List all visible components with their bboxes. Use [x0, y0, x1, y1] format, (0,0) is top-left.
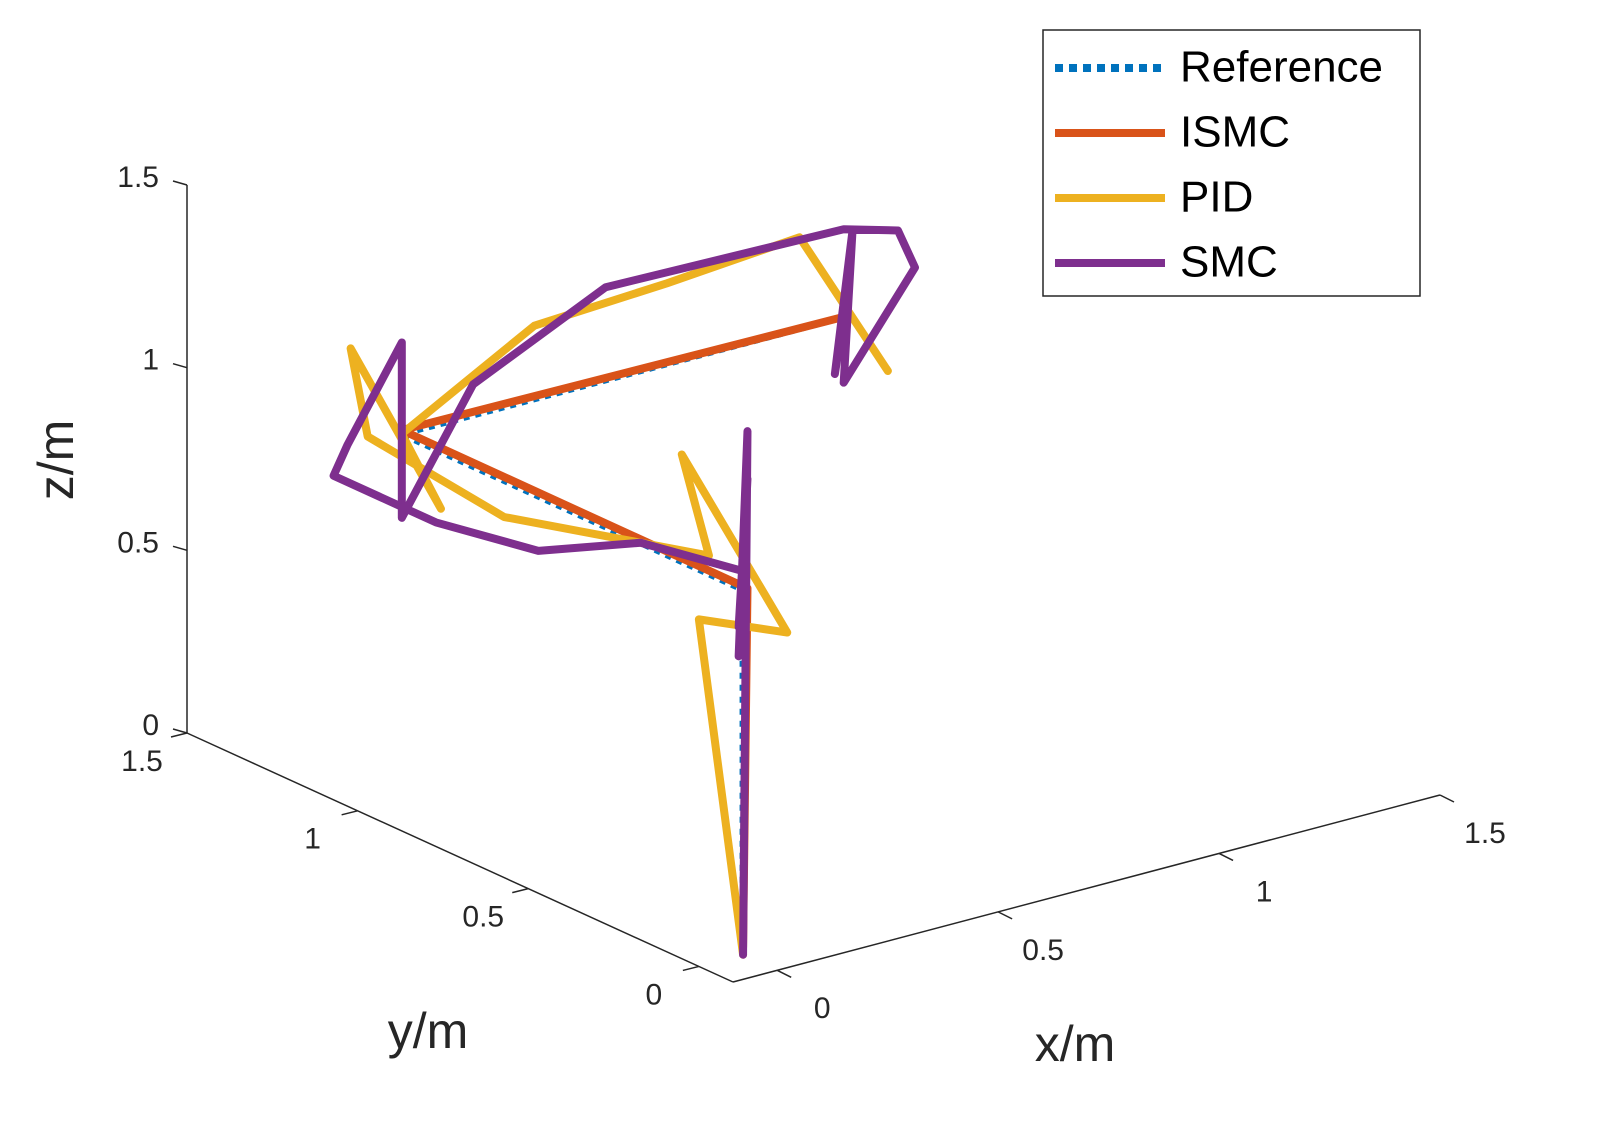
x-tick-label: 0.5	[1022, 934, 1064, 967]
legend-label: Reference	[1180, 43, 1383, 92]
legend-box	[1042, 29, 1421, 297]
x-tick-label: 1	[1256, 875, 1273, 908]
z-tick-label: 0.5	[117, 526, 159, 559]
y-tick-label: 1.5	[121, 745, 163, 778]
legend-label: SMC	[1180, 238, 1278, 287]
y-tick-label: 0.5	[462, 901, 504, 934]
z-tick	[172, 545, 188, 552]
x-tick-label: 0	[814, 992, 831, 1025]
z-tick-label: 0	[142, 709, 159, 742]
y-tick	[341, 810, 358, 816]
y-axis	[186, 732, 734, 983]
x-tick	[997, 911, 1013, 920]
x-tick	[776, 969, 792, 978]
legend-label: ISMC	[1180, 108, 1290, 157]
x-tick	[1218, 852, 1234, 862]
trajectory	[329, 225, 919, 959]
y-tick	[682, 965, 700, 972]
x-tick-label: 1.5	[1464, 817, 1506, 850]
y-tick	[170, 732, 188, 738]
trajectory	[346, 233, 892, 959]
z-tick	[172, 362, 188, 369]
z-axis-label: z/m	[28, 420, 84, 501]
z-tick-label: 1.5	[117, 161, 159, 194]
x-axis-label: x/m	[1035, 1016, 1116, 1072]
y-tick-label: 0	[646, 978, 663, 1011]
y-tick-label: 1	[304, 823, 321, 856]
z-tick	[172, 728, 188, 734]
z-tick-label: 1	[142, 344, 159, 377]
y-tick	[512, 887, 529, 894]
y-axis-label: y/m	[388, 1003, 469, 1059]
x-axis	[732, 794, 1441, 983]
x-tick	[1439, 794, 1455, 803]
legend-label: PID	[1180, 173, 1253, 222]
z-tick	[172, 180, 188, 186]
